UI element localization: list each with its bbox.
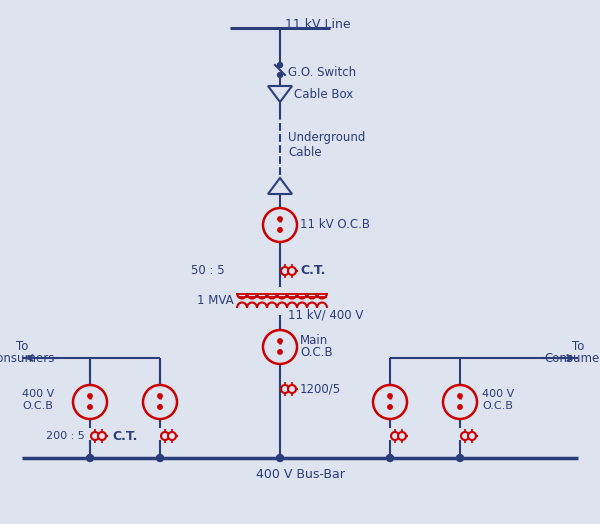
Text: Main: Main	[300, 334, 328, 347]
Circle shape	[278, 339, 282, 343]
Circle shape	[88, 405, 92, 409]
Text: Consumers: Consumers	[0, 353, 55, 366]
Circle shape	[168, 432, 176, 440]
Circle shape	[91, 432, 99, 440]
Circle shape	[278, 350, 282, 354]
Text: 1200/5: 1200/5	[300, 383, 341, 396]
Circle shape	[88, 394, 92, 398]
Text: 400 V: 400 V	[482, 389, 514, 399]
Circle shape	[288, 267, 296, 275]
Circle shape	[457, 454, 464, 462]
Text: 50 : 5: 50 : 5	[191, 265, 225, 278]
Circle shape	[263, 208, 297, 242]
Text: Cable Box: Cable Box	[294, 88, 353, 101]
Text: C.T.: C.T.	[112, 430, 137, 442]
Circle shape	[157, 454, 163, 462]
Polygon shape	[268, 86, 292, 102]
Circle shape	[373, 385, 407, 419]
Text: 200 : 5: 200 : 5	[46, 431, 85, 441]
Text: 400 V Bus-Bar: 400 V Bus-Bar	[256, 467, 344, 481]
Text: To: To	[16, 340, 28, 353]
Text: Underground: Underground	[288, 132, 365, 145]
Circle shape	[388, 405, 392, 409]
Text: 11 kV/ 400 V: 11 kV/ 400 V	[288, 309, 364, 322]
Circle shape	[277, 454, 284, 462]
Circle shape	[278, 228, 282, 232]
Circle shape	[288, 385, 296, 393]
Circle shape	[281, 267, 289, 275]
Circle shape	[468, 432, 476, 440]
Circle shape	[158, 405, 162, 409]
Circle shape	[278, 217, 282, 221]
Text: 11 kV Line: 11 kV Line	[285, 18, 350, 31]
Circle shape	[158, 394, 162, 398]
Circle shape	[458, 405, 462, 409]
Text: Cable: Cable	[288, 146, 322, 158]
Circle shape	[161, 432, 169, 440]
Text: 11 kV O.C.B: 11 kV O.C.B	[300, 219, 370, 232]
Circle shape	[458, 394, 462, 398]
Circle shape	[443, 385, 477, 419]
Text: 400 V: 400 V	[22, 389, 54, 399]
Text: 1 MVA: 1 MVA	[197, 293, 234, 307]
Circle shape	[277, 62, 283, 68]
Circle shape	[73, 385, 107, 419]
Circle shape	[86, 454, 94, 462]
Circle shape	[386, 454, 394, 462]
Text: G.O. Switch: G.O. Switch	[288, 66, 356, 79]
Circle shape	[388, 394, 392, 398]
Text: O.C.B: O.C.B	[300, 346, 332, 359]
Circle shape	[398, 432, 406, 440]
Circle shape	[277, 72, 283, 78]
Text: Consumers: Consumers	[545, 353, 600, 366]
Text: O.C.B: O.C.B	[22, 401, 53, 411]
Circle shape	[281, 385, 289, 393]
Circle shape	[461, 432, 469, 440]
Text: O.C.B: O.C.B	[482, 401, 513, 411]
Text: C.T.: C.T.	[300, 265, 325, 278]
Circle shape	[143, 385, 177, 419]
Polygon shape	[268, 178, 292, 194]
Circle shape	[98, 432, 106, 440]
Text: To: To	[572, 340, 584, 353]
Circle shape	[263, 330, 297, 364]
Circle shape	[391, 432, 399, 440]
